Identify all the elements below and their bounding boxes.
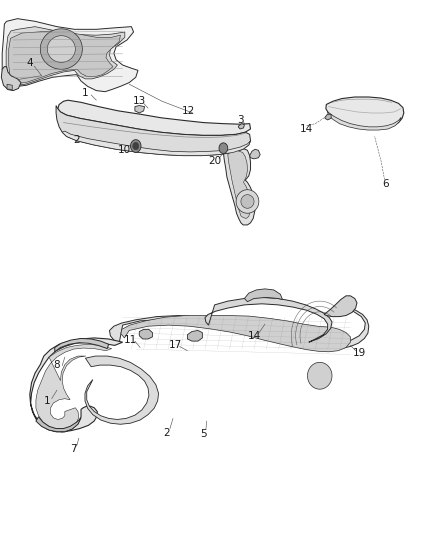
Polygon shape: [62, 131, 251, 156]
Polygon shape: [58, 100, 251, 135]
Text: 5: 5: [200, 429, 207, 439]
Text: 2: 2: [163, 428, 170, 438]
Polygon shape: [30, 338, 123, 432]
Polygon shape: [36, 344, 112, 430]
Polygon shape: [36, 417, 81, 432]
Polygon shape: [328, 112, 401, 130]
Text: 4: 4: [26, 58, 33, 68]
Polygon shape: [85, 356, 159, 424]
Polygon shape: [55, 338, 109, 352]
Polygon shape: [40, 29, 82, 69]
Polygon shape: [131, 140, 141, 152]
Text: 6: 6: [382, 179, 389, 189]
Polygon shape: [135, 106, 145, 113]
Polygon shape: [139, 329, 152, 339]
Text: 8: 8: [53, 360, 60, 369]
Polygon shape: [205, 297, 332, 342]
Polygon shape: [56, 106, 251, 156]
Polygon shape: [2, 19, 138, 92]
Polygon shape: [121, 316, 350, 352]
Polygon shape: [236, 190, 259, 213]
Polygon shape: [110, 307, 369, 349]
Polygon shape: [187, 330, 202, 341]
Polygon shape: [250, 149, 260, 159]
Polygon shape: [47, 36, 75, 62]
Text: 10: 10: [118, 146, 131, 155]
Polygon shape: [241, 195, 254, 208]
Polygon shape: [325, 114, 331, 120]
Polygon shape: [1, 67, 21, 91]
Text: 1: 1: [44, 396, 51, 406]
Text: 3: 3: [237, 115, 244, 125]
Polygon shape: [307, 362, 332, 389]
Polygon shape: [133, 142, 139, 150]
Text: 1: 1: [82, 88, 89, 98]
Text: 12: 12: [182, 106, 195, 116]
Text: 14: 14: [248, 331, 261, 341]
Polygon shape: [228, 150, 251, 219]
Polygon shape: [219, 143, 228, 154]
Text: 7: 7: [70, 444, 77, 454]
Polygon shape: [238, 124, 244, 129]
Text: 2: 2: [73, 135, 80, 144]
Text: 17: 17: [169, 341, 182, 350]
Polygon shape: [6, 27, 125, 85]
Text: 14: 14: [300, 124, 313, 134]
Text: 11: 11: [124, 335, 137, 345]
Polygon shape: [324, 296, 357, 317]
Text: 13: 13: [133, 96, 146, 106]
Polygon shape: [244, 289, 283, 302]
Polygon shape: [7, 84, 12, 90]
Polygon shape: [326, 97, 404, 129]
Polygon shape: [9, 31, 120, 84]
Text: 20: 20: [208, 156, 221, 166]
Text: 19: 19: [353, 348, 366, 358]
Polygon shape: [223, 147, 255, 225]
